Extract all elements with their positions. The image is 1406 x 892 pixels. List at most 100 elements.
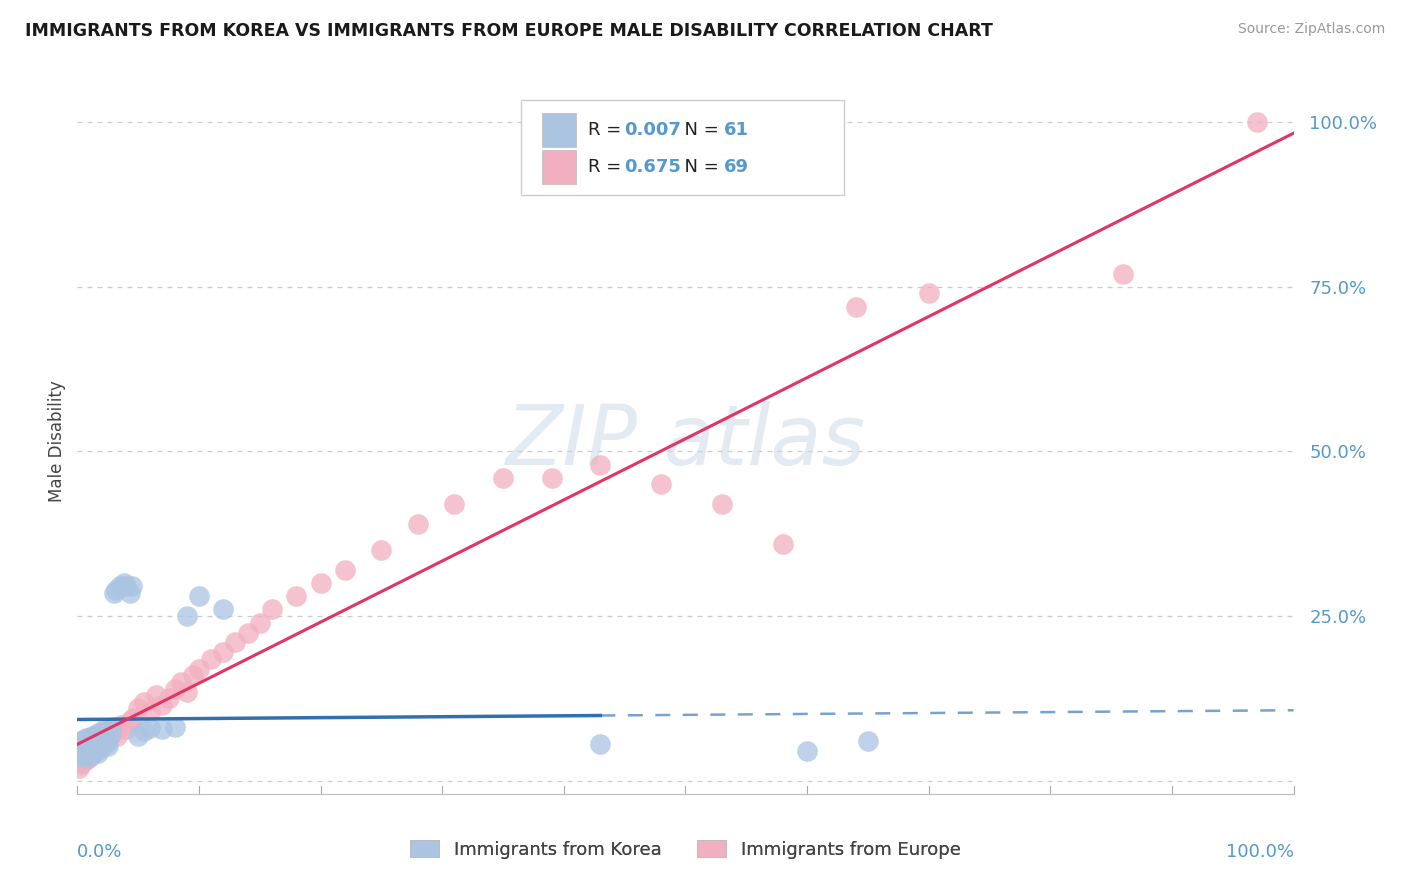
Point xyxy=(772,536,794,550)
Text: R =: R = xyxy=(588,120,627,139)
Point xyxy=(80,740,103,755)
Point xyxy=(145,688,167,702)
Text: 61: 61 xyxy=(724,120,749,139)
Point xyxy=(90,735,112,749)
Point xyxy=(90,735,112,749)
Text: Source: ZipAtlas.com: Source: ZipAtlas.com xyxy=(1237,22,1385,37)
Point xyxy=(710,497,733,511)
Point xyxy=(73,746,96,760)
Point xyxy=(93,723,115,737)
Point xyxy=(89,726,111,740)
Point xyxy=(72,740,94,755)
Point xyxy=(70,744,93,758)
Text: 0.0%: 0.0% xyxy=(77,843,122,861)
Point xyxy=(83,739,105,754)
Text: 100.0%: 100.0% xyxy=(1226,843,1294,861)
FancyBboxPatch shape xyxy=(541,112,576,146)
Point xyxy=(80,744,103,758)
Point xyxy=(86,734,108,748)
Point xyxy=(89,731,111,745)
Point xyxy=(75,750,97,764)
Point xyxy=(98,729,121,743)
Point xyxy=(100,723,122,737)
Point xyxy=(89,739,111,754)
Point xyxy=(443,497,465,511)
Point xyxy=(212,645,235,659)
Text: N =: N = xyxy=(673,120,724,139)
Point xyxy=(650,477,672,491)
Point xyxy=(134,695,156,709)
Point xyxy=(87,726,110,740)
Point xyxy=(84,738,107,752)
Point xyxy=(75,731,97,745)
Text: ZIP atlas: ZIP atlas xyxy=(505,401,866,482)
Point xyxy=(89,739,111,754)
Point xyxy=(75,753,97,767)
Text: IMMIGRANTS FROM KOREA VS IMMIGRANTS FROM EUROPE MALE DISABILITY CORRELATION CHAR: IMMIGRANTS FROM KOREA VS IMMIGRANTS FROM… xyxy=(25,22,993,40)
Point xyxy=(69,744,91,758)
Point xyxy=(200,652,222,666)
Point xyxy=(127,701,149,715)
Point xyxy=(845,300,868,314)
Point xyxy=(110,717,132,731)
Point xyxy=(112,576,135,591)
Point xyxy=(72,748,94,763)
Point xyxy=(370,543,392,558)
Point xyxy=(87,746,110,760)
Point xyxy=(84,744,107,758)
Point xyxy=(103,586,125,600)
Point xyxy=(589,458,612,472)
Point xyxy=(188,590,211,604)
Point xyxy=(121,579,143,593)
Point xyxy=(80,735,103,749)
Point xyxy=(72,732,94,747)
Point xyxy=(72,756,94,770)
Point xyxy=(157,691,180,706)
Point xyxy=(163,720,186,734)
Point xyxy=(73,735,96,749)
Point xyxy=(76,742,98,756)
Point xyxy=(70,742,93,756)
Point xyxy=(103,720,125,734)
Point xyxy=(67,760,90,774)
Point xyxy=(796,744,818,758)
Point xyxy=(89,742,111,756)
Point xyxy=(76,734,98,748)
Point xyxy=(1246,115,1268,129)
Y-axis label: Male Disability: Male Disability xyxy=(48,381,66,502)
Point xyxy=(212,602,235,616)
Point xyxy=(309,576,332,591)
Point xyxy=(80,738,103,752)
Point xyxy=(76,738,98,752)
Point xyxy=(70,739,93,754)
Point xyxy=(333,563,356,577)
FancyBboxPatch shape xyxy=(522,100,844,194)
Point xyxy=(69,754,91,768)
Point xyxy=(79,744,101,758)
Point xyxy=(84,728,107,742)
Point xyxy=(152,723,174,737)
Text: 69: 69 xyxy=(724,158,749,176)
Point xyxy=(79,731,101,745)
Point xyxy=(236,625,259,640)
Point xyxy=(115,723,138,737)
Point xyxy=(118,714,141,729)
Text: N =: N = xyxy=(673,158,724,176)
Point xyxy=(77,746,100,760)
FancyBboxPatch shape xyxy=(541,150,576,184)
Point xyxy=(100,728,122,742)
Point xyxy=(77,750,100,764)
Point xyxy=(82,735,104,749)
Point xyxy=(176,609,198,624)
Point xyxy=(67,740,90,755)
Point xyxy=(94,732,117,747)
Point xyxy=(80,748,103,763)
Point xyxy=(87,731,110,745)
Point xyxy=(73,738,96,752)
Point xyxy=(176,685,198,699)
Point xyxy=(70,747,93,762)
Point xyxy=(70,757,93,772)
Text: R =: R = xyxy=(588,158,627,176)
Point xyxy=(76,746,98,760)
Point xyxy=(492,471,515,485)
